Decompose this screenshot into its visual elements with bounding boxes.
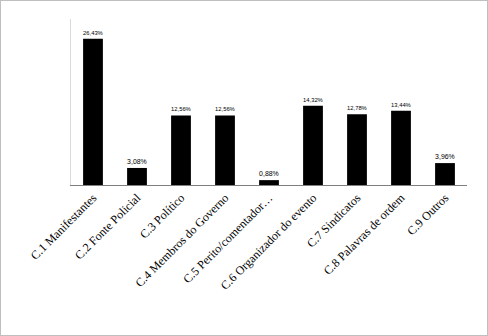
svg-text:C.4 Membros do Governo: C.4 Membros do Governo <box>132 191 231 290</box>
svg-text:C.6 Organizador do evento: C.6 Organizador do evento <box>218 191 320 293</box>
svg-text:13,44%: 13,44% <box>391 102 411 108</box>
svg-text:C.2 Fonte Policial: C.2 Fonte Policial <box>72 190 144 262</box>
svg-text:26,43%: 26,43% <box>83 30 103 36</box>
svg-text:3,08%: 3,08% <box>127 158 147 165</box>
svg-text:12,56%: 12,56% <box>215 106 235 112</box>
svg-text:C.9 Outros: C.9 Outros <box>404 191 451 238</box>
svg-text:C.8 Palavras de ordem: C.8 Palavras de ordem <box>321 190 408 277</box>
svg-text:14,32%: 14,32% <box>303 97 323 103</box>
svg-text:C.5 Perito/comentador…: C.5 Perito/comentador… <box>180 191 275 286</box>
svg-text:3,96%: 3,96% <box>435 153 455 160</box>
svg-text:0,88%: 0,88% <box>259 170 279 177</box>
svg-text:12,56%: 12,56% <box>171 106 191 112</box>
svg-text:C.3 Político: C.3 Político <box>137 191 187 241</box>
svg-text:12,78%: 12,78% <box>347 105 367 111</box>
svg-text:C.1 Manifestantes: C.1 Manifestantes <box>28 191 100 263</box>
svg-text:C.7 Sindicatos: C.7 Sindicatos <box>304 191 364 251</box>
